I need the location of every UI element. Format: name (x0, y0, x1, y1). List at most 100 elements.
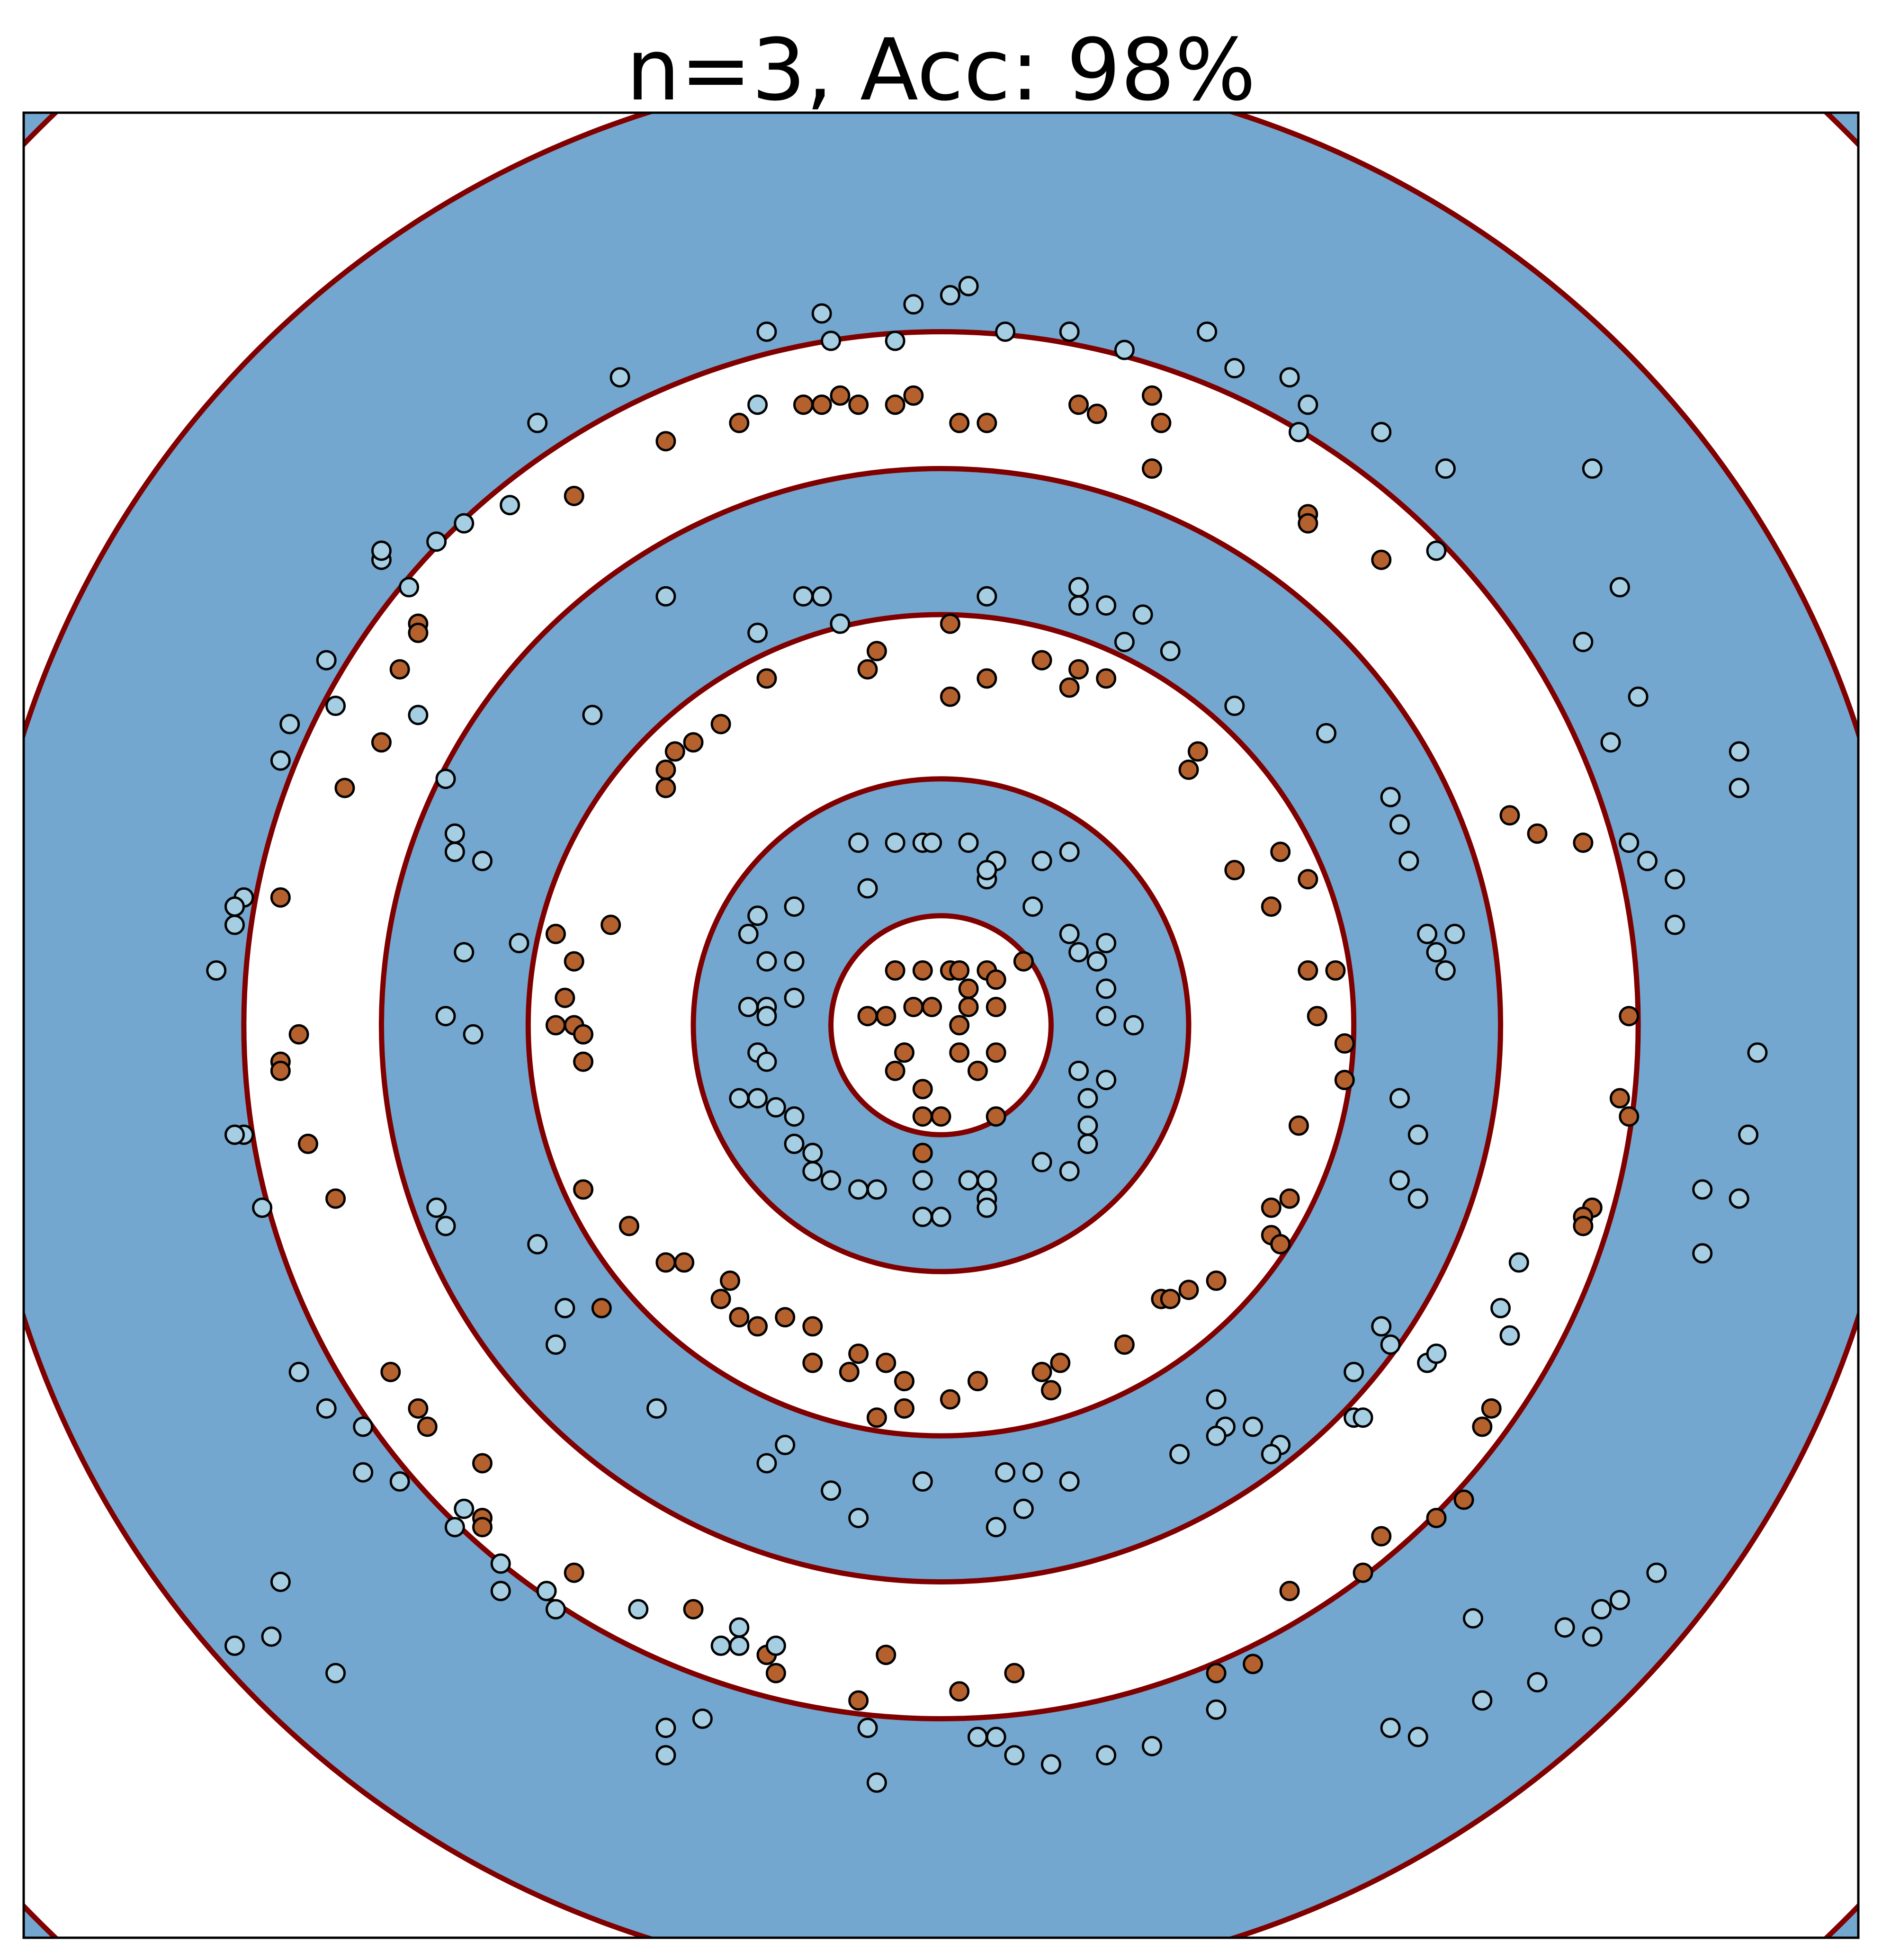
data-point-light-blue (1169, 1444, 1190, 1465)
data-point-brown (949, 412, 970, 433)
data-point-light-blue (1132, 604, 1153, 625)
data-point-light-blue (1068, 942, 1089, 963)
data-point-light-blue (1371, 1316, 1392, 1337)
data-point-brown (1142, 458, 1163, 479)
data-point-brown (417, 1416, 438, 1437)
data-point-light-blue (729, 1088, 750, 1109)
data-point-brown (894, 1042, 915, 1063)
data-point-light-blue (821, 1480, 842, 1501)
data-point-light-blue (1077, 1088, 1098, 1109)
data-point-light-blue (848, 1179, 869, 1200)
data-point-light-blue (1031, 1152, 1052, 1172)
data-point-light-blue (1426, 1343, 1447, 1364)
data-point-light-blue (958, 832, 979, 853)
data-point-light-blue (995, 1462, 1016, 1483)
data-point-light-blue (756, 1006, 777, 1027)
data-point-light-blue (1261, 1444, 1282, 1465)
data-point-light-blue (224, 914, 245, 935)
data-point-brown (949, 1681, 970, 1702)
data-point-brown (949, 1042, 970, 1063)
data-point-brown (866, 641, 887, 662)
data-point-brown (573, 1024, 594, 1045)
data-point-light-blue (1096, 1745, 1117, 1766)
data-point-light-blue (1160, 641, 1181, 662)
data-point-brown (1096, 668, 1117, 689)
data-point-light-blue (958, 1170, 979, 1191)
data-point-brown (986, 1042, 1006, 1063)
data-point-light-blue (1096, 933, 1117, 954)
data-point-light-blue (444, 1517, 465, 1538)
data-point-brown (297, 1134, 318, 1155)
data-point-light-blue (435, 1216, 456, 1236)
decision-boundary (241, 329, 1641, 1722)
data-point-brown (1307, 1006, 1327, 1027)
data-point-light-blue (756, 951, 777, 972)
data-point-brown (1040, 1380, 1061, 1401)
data-point-light-blue (903, 294, 924, 315)
data-point-brown (270, 1060, 291, 1081)
data-point-brown (848, 394, 869, 415)
data-point-light-blue (793, 586, 814, 607)
data-point-brown (545, 923, 566, 944)
data-point-brown (719, 1271, 740, 1291)
data-point-light-blue (1637, 850, 1658, 871)
data-point-brown (408, 622, 429, 643)
data-point-light-blue (811, 303, 832, 324)
data-point-light-blue (325, 1663, 346, 1683)
data-point-light-blue (545, 1334, 566, 1355)
data-point-light-blue (353, 1462, 374, 1483)
data-point-light-blue (454, 942, 475, 963)
data-point-brown (756, 668, 777, 689)
data-point-brown (729, 412, 750, 433)
data-point-brown (472, 1517, 493, 1538)
data-point-light-blue (1059, 1161, 1080, 1181)
data-point-brown (1298, 513, 1318, 534)
data-point-light-blue (1068, 577, 1089, 598)
data-point-brown (564, 1562, 584, 1583)
data-point-light-blue (1142, 1736, 1163, 1756)
data-point-light-blue (857, 1718, 878, 1738)
data-point-brown (940, 613, 960, 634)
data-point-brown (958, 978, 979, 999)
data-point-brown (1068, 659, 1089, 680)
data-point-brown (1298, 960, 1318, 981)
data-point-brown (1068, 394, 1089, 415)
data-point-light-blue (1665, 869, 1685, 890)
data-point-light-blue (912, 1207, 933, 1227)
data-point-light-blue (1499, 1325, 1520, 1346)
data-point-brown (1270, 1234, 1291, 1254)
data-point-light-blue (747, 394, 768, 415)
data-point-brown (683, 1599, 704, 1620)
data-point-light-blue (1380, 1718, 1401, 1738)
data-point-light-blue (490, 1581, 511, 1602)
data-point-brown (1353, 1562, 1373, 1583)
data-point-light-blue (288, 1361, 309, 1382)
data-point-light-blue (1527, 1672, 1548, 1692)
data-point-light-blue (655, 1718, 676, 1738)
data-point-light-blue (866, 1179, 887, 1200)
data-point-brown (1371, 1526, 1392, 1547)
data-point-brown (1013, 951, 1034, 972)
data-point-light-blue (1426, 540, 1447, 561)
data-point-light-blue (1114, 632, 1135, 653)
plot-frame (22, 111, 1860, 1939)
data-point-brown (958, 996, 979, 1017)
data-point-brown (1573, 832, 1594, 853)
data-point-brown (655, 759, 676, 780)
data-point-light-blue (692, 1709, 713, 1729)
data-point-light-blue (1059, 321, 1080, 342)
data-point-light-blue (756, 1051, 777, 1072)
data-point-brown (903, 996, 924, 1017)
data-points (206, 276, 1768, 1793)
data-point-brown (1527, 823, 1548, 844)
data-point-brown (977, 668, 997, 689)
data-point-brown (1426, 1508, 1447, 1529)
data-point-brown (1279, 1581, 1300, 1602)
data-point-brown (802, 1352, 823, 1373)
data-point-brown (894, 1371, 915, 1392)
data-point-light-blue (1665, 914, 1685, 935)
data-point-brown (564, 485, 584, 506)
data-point-brown (986, 996, 1006, 1017)
data-point-light-blue (426, 1197, 447, 1218)
data-point-light-blue (1068, 1060, 1089, 1081)
